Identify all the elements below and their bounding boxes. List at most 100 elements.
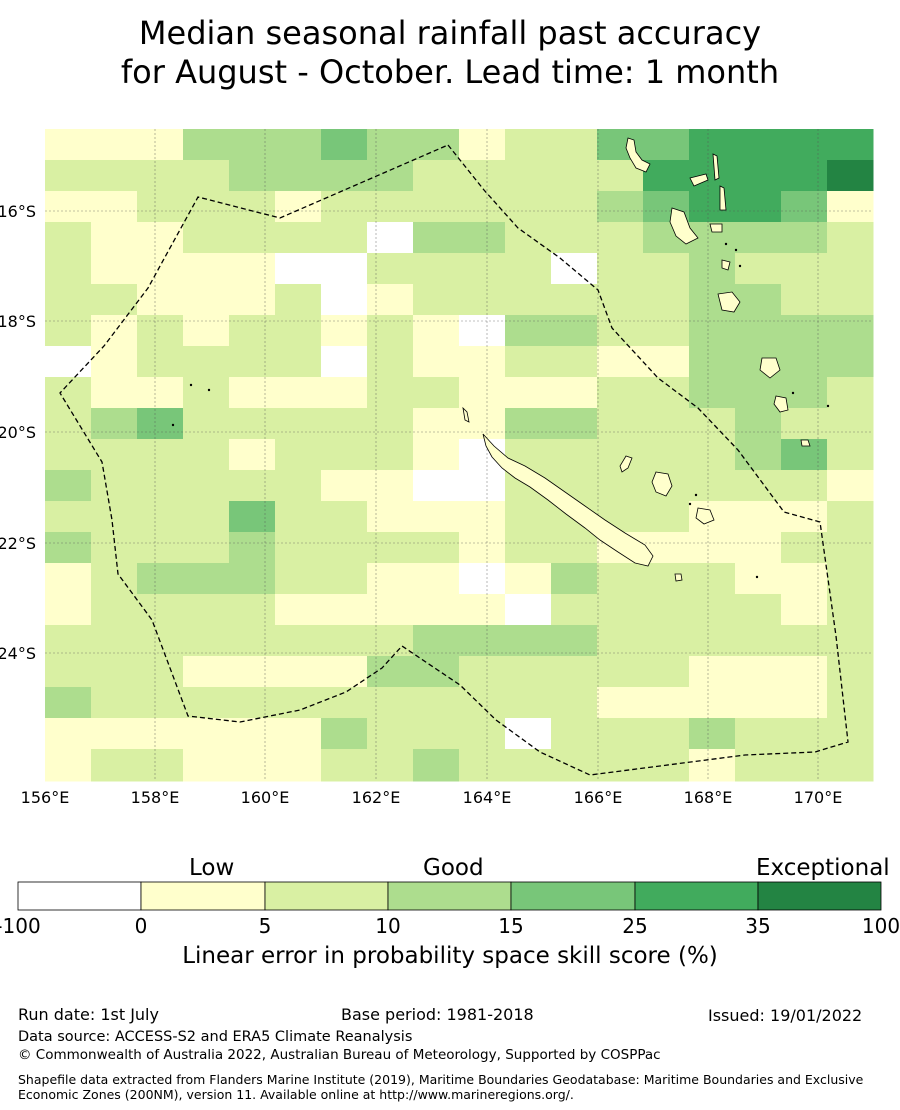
skill-cell [91,563,138,595]
skill-cell [505,315,552,347]
skill-cell [735,532,782,564]
lat-tick-label: 22°S [0,534,36,553]
skill-cell [229,160,276,192]
skill-cell [735,160,782,192]
skill-cell [229,501,276,533]
skill-cell [91,284,138,316]
skill-cell [459,563,506,595]
skill-cell [183,625,230,657]
skill-cell [367,315,414,347]
skill-cell [137,315,184,347]
skill-cell [551,253,598,285]
skill-cell [183,284,230,316]
skill-cell [413,501,460,533]
skill-cell [321,439,368,471]
skill-cell [183,129,230,161]
skill-cell [137,408,184,440]
lon-tick-label: 156°E [21,788,70,807]
islet-mark [755,575,759,579]
skill-cell [505,656,552,688]
shapefile-credit: Shapefile data extracted from Flanders M… [18,1072,864,1102]
skill-cell [551,160,598,192]
skill-cell [275,377,322,409]
skill-cell [459,253,506,285]
skill-cell [781,160,828,192]
skill-cell [229,346,276,378]
skill-cell [597,718,644,750]
skill-cell [505,594,552,626]
skill-cell [827,222,874,254]
skill-cell [91,625,138,657]
skill-cell [91,408,138,440]
skill-cell [367,377,414,409]
skill-cell [91,749,138,782]
skill-cell [689,439,736,471]
skill-cell [367,160,414,192]
skill-cell [459,625,506,657]
skill-cell [459,501,506,533]
skill-cell [367,625,414,657]
skill-cell [229,594,276,626]
skill-cell [413,346,460,378]
skill-cell [781,501,828,533]
eez-boundary [59,144,849,776]
skill-cell [321,160,368,192]
skill-cell [643,346,690,378]
skill-cell [45,346,92,378]
skill-cell [275,594,322,626]
colorbar-tick: 25 [622,914,648,938]
skill-cell [505,532,552,564]
skill-cell [321,377,368,409]
skill-cell [689,687,736,719]
lifou-island [651,471,673,497]
skill-cell [597,191,644,223]
skill-cell [183,315,230,347]
skill-cell [183,408,230,440]
skill-cell [229,408,276,440]
skill-cell [45,377,92,409]
latitude-tick-labels: 16°S 18°S 20°S 22°S 24°S [0,202,36,663]
skill-cell [781,315,828,347]
skill-cell [551,129,598,161]
skill-cell [781,408,828,440]
lat-tick-label: 24°S [0,644,36,663]
title-line-1: Median seasonal rainfall past accuracy [138,14,762,52]
skill-cell [597,625,644,657]
skill-cell [275,563,322,595]
skill-cell [781,377,828,409]
skill-cell [735,470,782,502]
skill-cell [459,749,506,782]
skill-cell [367,470,414,502]
skill-cell [551,315,598,347]
skill-cell [735,408,782,440]
skill-cell [321,656,368,688]
skill-cell [45,160,92,192]
skill-cell [45,687,92,719]
skill-cell [183,439,230,471]
skill-cell [275,346,322,378]
skill-cell [321,253,368,285]
espiritu-santo-island [625,137,651,173]
skill-cell [91,160,138,192]
skill-cell [183,346,230,378]
skill-cell [183,501,230,533]
islet-mark [738,264,742,268]
skill-cell [735,594,782,626]
skill-cell [45,532,92,564]
skill-cell [137,222,184,254]
skill-cell [505,284,552,316]
skill-cell [781,749,828,782]
skill-cell [45,656,92,688]
colorbar-tick: 100 [861,914,900,938]
skill-cell [781,563,828,595]
skill-cell [505,222,552,254]
skill-cell [45,315,92,347]
skill-cell [827,656,874,688]
skill-cell [413,749,460,782]
colorbar-tick: 35 [745,914,771,938]
category-good: Good [423,855,484,881]
skill-cell [275,656,322,688]
skill-cell [735,687,782,719]
skill-cell [827,687,874,719]
